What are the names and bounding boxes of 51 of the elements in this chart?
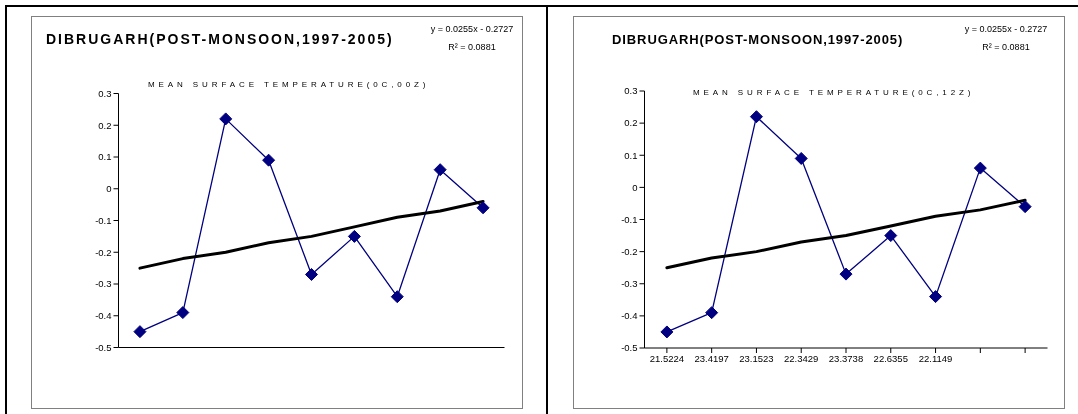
y-tick-label: 0 <box>632 181 638 193</box>
point <box>219 112 233 126</box>
point <box>305 267 318 281</box>
chart-subtitle: MEAN SURFACE TEMPERATURE(0C,12Z) <box>693 88 975 97</box>
point <box>176 306 190 320</box>
text: R² = 0.0881 <box>981 41 1031 54</box>
point <box>929 290 943 304</box>
x-tick-label: 22.6355 <box>873 352 908 364</box>
x-tick-label: 23.1523 <box>739 352 774 364</box>
point <box>884 229 898 243</box>
y-tick-label: -0.5 <box>621 342 638 354</box>
point <box>262 153 276 167</box>
y-tick-label: 0 <box>106 183 112 195</box>
x-tick-label: 21.5224 <box>649 352 685 364</box>
chart-title: DIBRUGARH(POST-MONSOON,1997-2005) <box>46 31 394 47</box>
chart-title: DIBRUGARH(POST-MONSOON,1997-2005) <box>612 32 904 47</box>
point <box>794 151 808 165</box>
y-tick-label: -0.1 <box>95 214 112 226</box>
y-tick-label: 0.3 <box>98 87 112 99</box>
y-tick-label: 0.1 <box>624 149 638 161</box>
x-tick-label: 22.3429 <box>784 352 819 364</box>
point <box>749 110 763 124</box>
y-tick-label: -0.2 <box>621 246 638 257</box>
y-tick-label: 0.1 <box>98 151 112 163</box>
point <box>705 306 719 320</box>
text: R² = 0.0881 <box>447 41 497 54</box>
x-tick-label: 23.4197 <box>694 352 729 364</box>
point <box>1018 200 1032 214</box>
point <box>660 325 674 339</box>
point <box>973 161 987 175</box>
point <box>390 290 404 304</box>
y-tick-label: -0.5 <box>95 341 112 353</box>
y-tick-label: 0.2 <box>98 119 112 131</box>
point <box>839 267 853 281</box>
text: y = 0.0255x - 0.2727 <box>429 23 515 36</box>
point <box>133 325 147 339</box>
y-tick-label: -0.4 <box>95 310 112 322</box>
y-tick-label: -0.3 <box>621 278 638 290</box>
point <box>433 163 447 177</box>
text: y = 0.0255x - 0.2727 <box>963 23 1049 36</box>
x-tick-label: 23.3738 <box>828 352 864 364</box>
x-tick-label: 22.1149 <box>918 352 953 364</box>
y-tick-label: 0.3 <box>624 85 638 97</box>
point <box>347 229 361 243</box>
y-tick-label: -0.4 <box>621 310 638 322</box>
y-tick-label: 0.2 <box>624 117 638 129</box>
chart-subtitle: MEAN SURFACE TEMPERATURE(0C,00Z) <box>148 80 430 89</box>
y-tick-label: -0.1 <box>621 213 638 225</box>
point <box>476 201 490 215</box>
y-tick-label: -0.3 <box>95 278 112 290</box>
y-tick-label: -0.2 <box>95 246 112 258</box>
